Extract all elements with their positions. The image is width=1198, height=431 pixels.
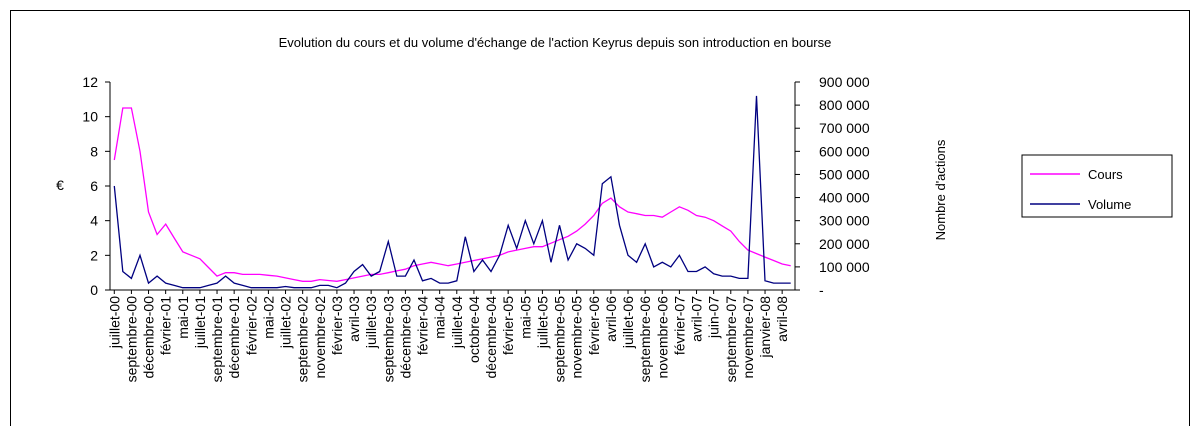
x-tick-label: janvier-08 <box>757 296 773 359</box>
x-tick-label: avril-07 <box>689 296 705 342</box>
x-tick-label: juillet-01 <box>192 296 208 349</box>
x-tick-label: mai-02 <box>260 296 276 339</box>
x-tick-label: novembre-02 <box>312 296 328 379</box>
y-axis-label: € <box>56 177 64 193</box>
y2-tick-label: 200 000 <box>819 236 870 252</box>
y2-tick-label: - <box>819 282 824 298</box>
x-tick-label: avril-08 <box>774 296 790 342</box>
y-tick-label: 10 <box>82 109 98 125</box>
x-tick-label: septembre-03 <box>380 296 396 383</box>
x-tick-label: novembre-07 <box>740 296 756 379</box>
y2-tick-label: 700 000 <box>819 120 870 136</box>
x-tick-label: avril-06 <box>603 296 619 342</box>
legend-label: Cours <box>1088 167 1123 182</box>
y2-tick-label: 800 000 <box>819 97 870 113</box>
x-tick-label: septembre-06 <box>637 296 653 383</box>
y2-tick-label: 100 000 <box>819 259 870 275</box>
y2-tick-label: 500 000 <box>819 166 870 182</box>
x-tick-label: décembre-01 <box>226 296 242 379</box>
x-tick-label: juillet-00 <box>106 296 122 349</box>
x-tick-label: novembre-05 <box>569 296 585 379</box>
y-tick-label: 6 <box>90 178 98 194</box>
x-tick-label: septembre-07 <box>723 296 739 383</box>
y-tick-label: 4 <box>90 213 98 229</box>
x-tick-label: février-04 <box>415 296 431 355</box>
y2-tick-label: 300 000 <box>819 213 870 229</box>
series-line <box>113 95 791 289</box>
y2-axis-label: Nombre d'actions <box>933 139 948 240</box>
x-tick-label: février-06 <box>586 296 602 355</box>
y-tick-label: 8 <box>90 143 98 159</box>
x-tick-label: juillet-05 <box>534 296 550 349</box>
y-tick-label: 12 <box>82 74 98 90</box>
x-tick-label: mai-04 <box>432 296 448 339</box>
x-tick-label: décembre-04 <box>483 296 499 379</box>
x-tick-label: février-01 <box>158 296 174 355</box>
x-tick-label: juin-07 <box>706 296 722 339</box>
y-tick-label: 2 <box>90 247 98 263</box>
x-tick-label: septembre-01 <box>209 296 225 383</box>
legend <box>1021 154 1173 218</box>
x-tick-label: mai-05 <box>517 296 533 339</box>
x-tick-label: septembre-05 <box>552 296 568 383</box>
x-tick-label: avril-03 <box>346 296 362 342</box>
y-tick-label: 0 <box>90 282 98 298</box>
series-line <box>113 107 791 282</box>
x-tick-label: février-03 <box>329 296 345 355</box>
x-tick-label: septembre-02 <box>295 296 311 383</box>
x-tick-label: juillet-04 <box>449 296 465 349</box>
x-tick-label: décembre-00 <box>141 296 157 379</box>
x-tick-label: septembre-00 <box>123 296 139 383</box>
y2-tick-label: 400 000 <box>819 190 870 206</box>
chart-title: Evolution du cours et du volume d'échang… <box>279 35 832 50</box>
x-tick-label: juillet-02 <box>278 296 294 349</box>
x-tick-label: octobre-04 <box>466 296 482 363</box>
x-tick-label: novembre-06 <box>654 296 670 379</box>
x-tick-label: décembre-03 <box>397 296 413 379</box>
x-tick-label: juillet-03 <box>363 296 379 349</box>
x-tick-label: juillet-06 <box>620 296 636 349</box>
frame <box>10 10 1190 426</box>
x-tick-label: février-02 <box>243 296 259 355</box>
legend-label: Volume <box>1088 197 1131 212</box>
x-tick-label: mai-01 <box>175 296 191 339</box>
y2-tick-label: 900 000 <box>819 74 870 90</box>
x-tick-label: février-07 <box>671 296 687 355</box>
y2-tick-label: 600 000 <box>819 143 870 159</box>
x-tick-label: février-05 <box>500 296 516 355</box>
